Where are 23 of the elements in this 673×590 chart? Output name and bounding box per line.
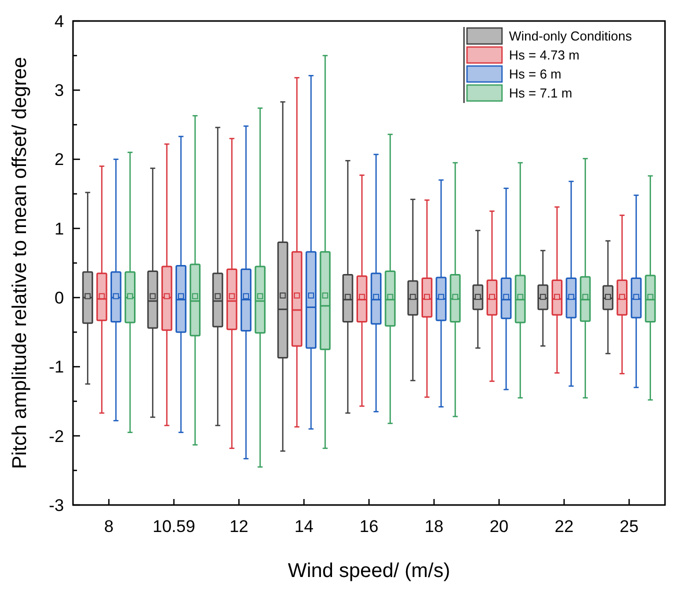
legend-label: Hs = 6 m [509, 66, 562, 82]
legend-label: Wind-only Conditions [509, 28, 632, 44]
y-axis-title: Pitch amplitude relative to mean offset/ degree [9, 56, 31, 470]
x-axis-title: Wind speed/ (m/s) [288, 560, 450, 582]
legend-label: Hs = 7.1 m [509, 86, 572, 101]
x-tick-label: 8 [104, 517, 114, 536]
x-tick-label: 12 [229, 517, 248, 536]
x-tick-label: 10.59 [152, 517, 196, 536]
x-tick-label: 22 [554, 517, 574, 536]
y-tick-label: 1 [54, 219, 64, 238]
y-tick-label: -2 [48, 426, 64, 446]
x-tick-label: 16 [360, 517, 378, 536]
x-tick-label: 18 [424, 517, 444, 536]
x-tick-label: 20 [490, 517, 509, 536]
y-tick-label: 4 [54, 12, 64, 31]
y-tick-label: 2 [54, 150, 64, 170]
x-tick-label: 25 [620, 517, 639, 536]
y-tick-label: 3 [54, 81, 64, 100]
y-tick-label: 0 [54, 288, 64, 308]
y-tick-label: -1 [48, 358, 64, 377]
legend-label: Hs = 4.73 m [509, 48, 580, 63]
y-tick-label: -3 [48, 496, 64, 515]
x-tick-label: 14 [294, 517, 314, 536]
